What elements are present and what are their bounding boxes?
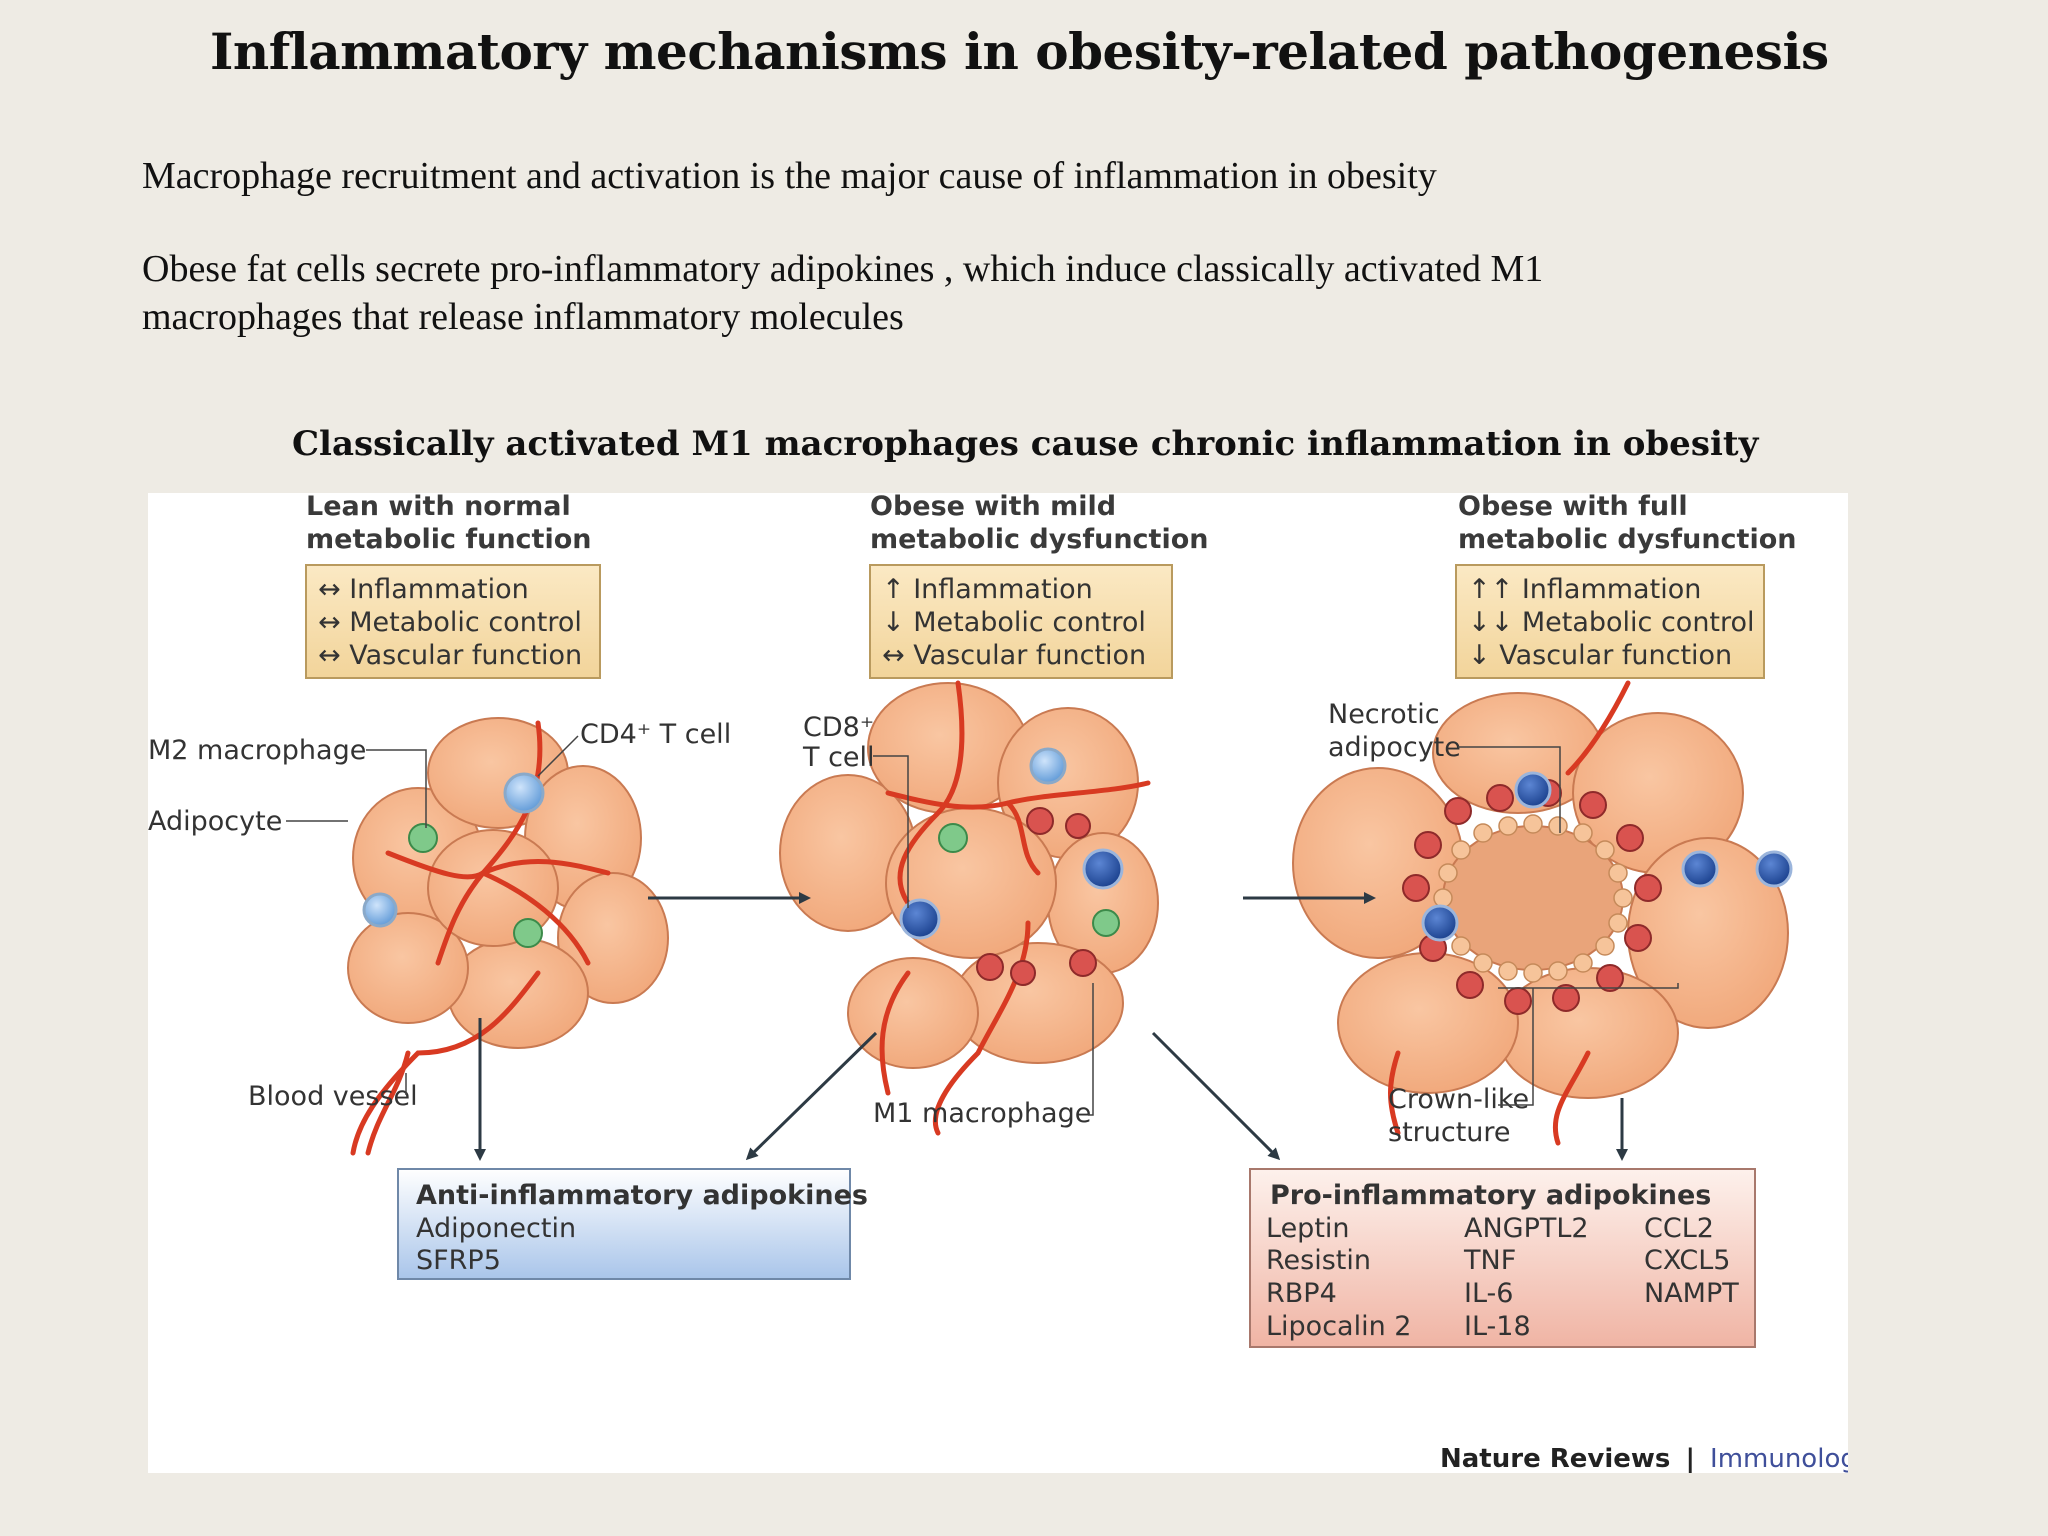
full-adipose-cluster (1292, 692, 1789, 1099)
cd8-t-cell (1421, 904, 1459, 942)
pro-item: CCL2 (1644, 1213, 1714, 1244)
m1-macrophage (1069, 949, 1097, 977)
credit-section: Immunology (1710, 1444, 1848, 1473)
arrow-mild-to-pro (1151, 1031, 1281, 1161)
mild-blood-vessel (879, 680, 1151, 1136)
cd8-t-cell (1082, 848, 1124, 890)
cd4-t-cell (503, 772, 545, 814)
stage2-summary-box (869, 564, 1173, 679)
label-cd4-t-cell: CD4⁺ T cell (580, 719, 731, 750)
adipocyte (447, 937, 589, 1049)
adipocyte (847, 957, 979, 1069)
pro-item: IL-18 (1464, 1311, 1531, 1342)
cd8-t-cell (1514, 771, 1552, 809)
stage1-summary-box (305, 564, 601, 679)
cd8-t-cell (1681, 850, 1719, 888)
arrow-mild-to-anti (745, 1031, 878, 1161)
m1-macrophage (1026, 807, 1054, 835)
label-m2-macrophage: M2 macrophage (148, 735, 366, 766)
stage2-title-line1: Obese with mild (870, 493, 1116, 522)
figure-credit: Nature Reviews | Immunology (1440, 1444, 1848, 1473)
credit-separator: | (1685, 1444, 1695, 1473)
stage3-title-line2: metabolic dysfunction (1458, 524, 1797, 555)
leader-m2 (366, 749, 427, 828)
paragraph-2-line-1: Obese fat cells secrete pro-inflammatory… (142, 248, 1544, 290)
paragraph-1: Macrophage recruitment and activation is… (142, 155, 1437, 197)
label-crown-line2: structure (1388, 1117, 1511, 1148)
anti-inflammatory-box (397, 1168, 851, 1280)
m1-macrophage (1065, 813, 1091, 839)
pro-item: IL-6 (1464, 1278, 1513, 1309)
stage2-inflammation: ↑ Inflammation (882, 574, 1093, 605)
adipocyte (427, 829, 559, 947)
page-title: Inflammatory mechanisms in obesity-relat… (210, 22, 1829, 81)
paragraph-2-line-2: macrophages that release inflammatory mo… (142, 296, 904, 338)
pro-item: CXCL5 (1644, 1245, 1730, 1276)
pro-item: Resistin (1266, 1245, 1371, 1276)
m1-macrophage (976, 953, 1004, 981)
obesity-inflammation-diagram: Lean with normal metabolic function ↔ In… (148, 493, 1848, 1473)
flow-arrows (474, 892, 1628, 1161)
stage2-title-line2: metabolic dysfunction (870, 524, 1209, 555)
label-cd8-line2: T cell (802, 742, 875, 773)
adipocyte (557, 872, 669, 1004)
anti-box-title: Anti-inflammatory adipokines (416, 1180, 868, 1211)
leader-m1 (1088, 983, 1094, 1116)
pro-inflammatory-box (1249, 1168, 1756, 1348)
pro-item: Leptin (1266, 1213, 1350, 1244)
lean-blood-vessel (350, 720, 611, 1156)
stage1-title-line2: metabolic function (306, 524, 592, 555)
cd4-t-cell (362, 892, 398, 928)
stage1-inflammation: ↔ Inflammation (318, 574, 529, 605)
stage3-metabolic-control: ↓↓ Metabolic control (1468, 607, 1755, 638)
stage1-vascular-function: ↔ Vascular function (318, 640, 582, 671)
figure-panel: Lean with normal metabolic function ↔ In… (148, 493, 1848, 1473)
m2-macrophage (1092, 909, 1120, 937)
label-m1-macrophage: M1 macrophage (873, 1098, 1091, 1129)
anti-item-sfrp5: SFRP5 (416, 1245, 501, 1276)
m2-macrophage (938, 823, 968, 853)
m2-macrophage (513, 918, 543, 948)
full-blood-vessel (1388, 680, 1631, 1146)
leader-cd8 (873, 755, 909, 908)
leader-cd4 (537, 735, 579, 777)
anti-item-adiponectin: Adiponectin (416, 1213, 576, 1244)
label-blood-vessel: Blood vessel (248, 1081, 418, 1112)
adipocyte (347, 912, 469, 1024)
cd8-t-cell (899, 898, 941, 940)
label-cd8-line1: CD8⁺ (803, 712, 874, 743)
pro-item: RBP4 (1266, 1278, 1337, 1309)
stage2-metabolic-control: ↓ Metabolic control (882, 607, 1146, 638)
stage3-inflammation: ↑↑ Inflammation (1468, 574, 1701, 605)
leader-crown (1498, 983, 1679, 1106)
label-necrotic-line1: Necrotic (1328, 699, 1440, 730)
stage1-metabolic-control: ↔ Metabolic control (318, 607, 582, 638)
stage3-title-line1: Obese with full (1458, 493, 1688, 522)
pro-item: Lipocalin 2 (1266, 1311, 1411, 1342)
leader-necrotic (1458, 746, 1561, 833)
stage3-summary-box (1455, 564, 1765, 679)
figure-subtitle: Classically activated M1 macrophages cau… (292, 424, 1759, 464)
pro-item: NAMPT (1644, 1278, 1739, 1309)
stage1-title-line1: Lean with normal (306, 493, 571, 522)
label-adipocyte: Adipocyte (148, 806, 282, 837)
credit-journal: Nature Reviews (1440, 1444, 1670, 1473)
label-necrotic-line2: adipocyte (1328, 732, 1461, 763)
pro-item: TNF (1463, 1245, 1516, 1276)
pro-item: ANGPTL2 (1464, 1213, 1589, 1244)
m2-macrophage (408, 823, 438, 853)
label-crown-line1: Crown-like (1388, 1084, 1529, 1115)
cd8-t-cell (1755, 850, 1793, 888)
pro-box-title: Pro-inflammatory adipokines (1270, 1180, 1711, 1211)
crown-like-structure (1402, 779, 1662, 1015)
adipocyte (1337, 952, 1519, 1094)
cd4-t-cell (1029, 747, 1067, 785)
stage2-vascular-function: ↔ Vascular function (882, 640, 1146, 671)
m1-macrophage (1010, 960, 1036, 986)
stage3-vascular-function: ↓ Vascular function (1468, 640, 1732, 671)
